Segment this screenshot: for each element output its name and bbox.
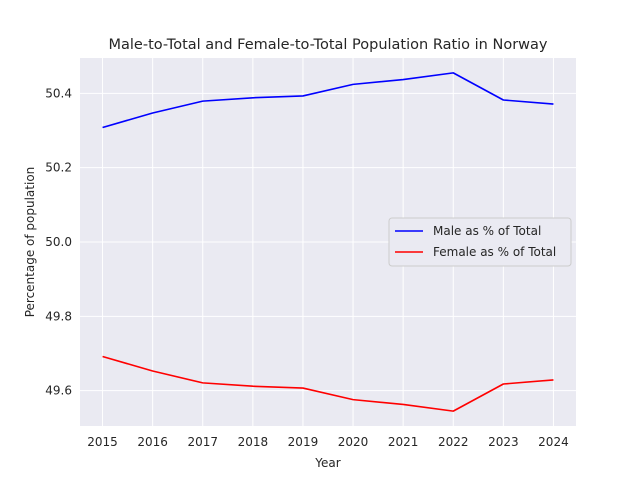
x-tick-label: 2018 [238, 435, 269, 449]
x-tick-label: 2024 [538, 435, 569, 449]
x-tick-label: 2023 [488, 435, 519, 449]
series-line-male [102, 72, 554, 129]
legend-label-female: Female as % of Total [433, 245, 556, 259]
y-tick-label: 49.8 [45, 309, 72, 323]
x-tick-label: 2015 [87, 435, 118, 449]
series-line-female [102, 355, 554, 412]
series-lines [102, 72, 554, 412]
y-tick-label: 50.4 [45, 86, 72, 100]
x-tick-labels: 2015 2016 2017 2018 2019 2020 2021 2022 2023 2024 [87, 435, 568, 449]
legend: Male as % of Total Female as % of Total [388, 217, 572, 267]
x-tick-label: 2019 [288, 435, 319, 449]
x-tick-label: 2021 [388, 435, 419, 449]
x-tick-label: 2016 [137, 435, 168, 449]
legend-label-male: Male as % of Total [433, 224, 541, 238]
x-tick-label: 2020 [338, 435, 369, 449]
chart-title: Male-to-Total and Female-to-Total Popula… [109, 37, 548, 53]
x-tick-label: 2022 [438, 435, 469, 449]
legend-box [388, 217, 572, 267]
y-tick-label: 50.2 [45, 161, 72, 175]
x-axis-label: Year [314, 456, 340, 470]
y-axis-label: Percentage of population [23, 167, 37, 318]
x-tick-label: 2017 [187, 435, 218, 449]
y-tick-label: 49.6 [45, 384, 72, 398]
y-tick-label: 50.0 [45, 235, 72, 249]
y-tick-labels: 49.6 49.8 50.0 50.2 50.4 [45, 86, 72, 397]
